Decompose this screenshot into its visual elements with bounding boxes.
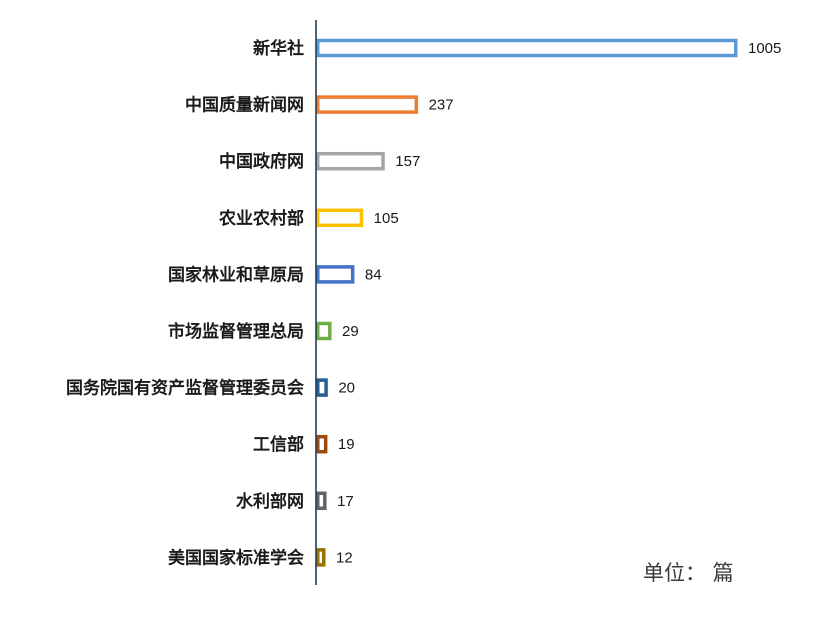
category-label: 国务院国有资产监督管理委员会 [66,378,304,399]
bar-8 [316,434,328,454]
value-label: 105 [374,210,399,227]
category-label: 国家林业和草原局 [168,264,304,285]
value-label: 84 [365,266,382,283]
value-label: 157 [395,153,420,170]
labels-layer: 新华社 1005 中国质量新闻网 237 中国政府网 157 农业农村部 105 国家林业和草原… [66,38,781,568]
value-label: 1005 [748,40,781,57]
bar-5 [316,265,355,284]
category-label: 中国质量新闻网 [185,95,304,116]
category-label: 农业农村部 [218,208,304,229]
bars-layer [316,38,738,567]
value-label: 20 [338,380,355,397]
category-label: 工信部 [253,434,304,455]
category-label: 中国政府网 [219,151,304,172]
value-label: 29 [342,323,359,340]
category-label: 水利部网 [236,491,304,512]
bar-3 [316,151,385,171]
value-label: 12 [336,549,353,566]
value-label: 17 [337,493,354,510]
value-label: 237 [429,97,454,114]
category-label: 新华社 [253,38,304,59]
bar-1 [316,38,738,58]
bar-2 [316,95,419,114]
category-label: 美国国家标准学会 [168,547,304,568]
bar-7 [316,378,328,397]
unit-label: 单位： 篇 [643,561,734,585]
bar-4 [316,208,364,228]
bar-10 [316,548,326,567]
category-label: 市场监督管理总局 [168,321,304,342]
value-label: 19 [338,436,355,453]
bar-6 [316,321,332,341]
bar-9 [316,491,327,511]
